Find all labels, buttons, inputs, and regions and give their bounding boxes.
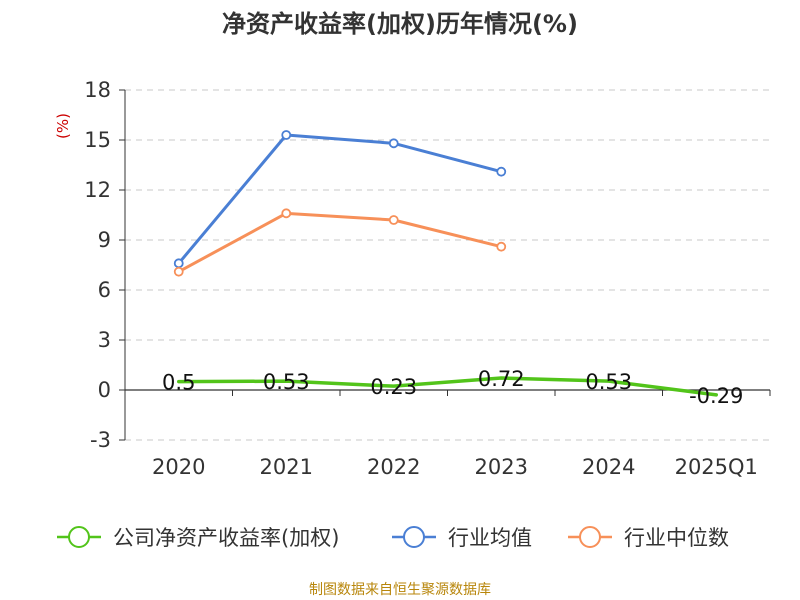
- y-tick-label: 12: [84, 178, 111, 202]
- y-axis-unit-label: (%): [54, 113, 72, 139]
- data-labels: 0.5 0.53 0.23 0.72 0.53 -0.29: [162, 367, 743, 408]
- legend-marker: [68, 526, 90, 548]
- legend-label: 公司净资产收益率(加权): [113, 526, 339, 550]
- data-point: [388, 215, 399, 225]
- series-1: [177, 376, 718, 397]
- data-label: 0.53: [585, 370, 632, 394]
- y-tick-label: 9: [98, 228, 111, 252]
- x-tick-label: 2020: [152, 455, 205, 479]
- data-point: [496, 241, 507, 252]
- legend: 公司净资产收益率(加权) 行业均值 行业中位数: [57, 526, 729, 550]
- y-tick-label: 18: [84, 78, 111, 102]
- y-tick-label: 15: [84, 128, 111, 152]
- x-tick-label: 2023: [475, 455, 528, 479]
- data-point: [173, 266, 184, 277]
- series-2: [173, 130, 507, 269]
- series-3: [173, 208, 507, 277]
- series-line: [177, 133, 502, 265]
- x-tick-label: 2024: [582, 455, 635, 479]
- series-line: [177, 376, 718, 397]
- x-tick-label: 2022: [367, 455, 420, 479]
- legend-marker: [579, 526, 601, 548]
- y-tick-label: 6: [98, 278, 111, 302]
- source-note: 制图数据来自恒生聚源数据库: [309, 582, 491, 598]
- legend-item: 行业中位数: [568, 526, 729, 550]
- chart-title: 净资产收益率(加权)历年情况(%): [222, 10, 578, 38]
- series-lines: [173, 130, 718, 397]
- data-point: [281, 130, 292, 140]
- y-tick-label: 3: [98, 328, 111, 352]
- data-label: -0.29: [689, 384, 743, 408]
- legend-item: 行业均值: [392, 526, 532, 550]
- y-tick-label: 0: [98, 378, 111, 402]
- y-tick-label: -3: [90, 428, 111, 452]
- data-point: [388, 138, 399, 149]
- data-label: 0.23: [370, 375, 417, 399]
- x-tick-label: 2025Q1: [675, 455, 758, 479]
- data-point: [173, 258, 184, 269]
- data-label: 0.5: [162, 371, 195, 395]
- x-tick-label: 2021: [260, 455, 313, 479]
- data-label: 0.53: [263, 370, 310, 394]
- legend-item: 公司净资产收益率(加权): [57, 526, 339, 550]
- data-point: [281, 208, 292, 219]
- legend-label: 行业均值: [448, 526, 532, 550]
- legend-marker: [403, 526, 425, 548]
- data-point: [496, 166, 507, 177]
- grid-lines: [125, 89, 770, 441]
- axes: -3 0 3 6 9 12 15 18 2020 2021 2022 2023 2024 2025Q1: [84, 78, 771, 479]
- data-label: 0.72: [478, 367, 525, 391]
- legend-label: 行业中位数: [624, 526, 729, 550]
- series-line: [178, 211, 502, 273]
